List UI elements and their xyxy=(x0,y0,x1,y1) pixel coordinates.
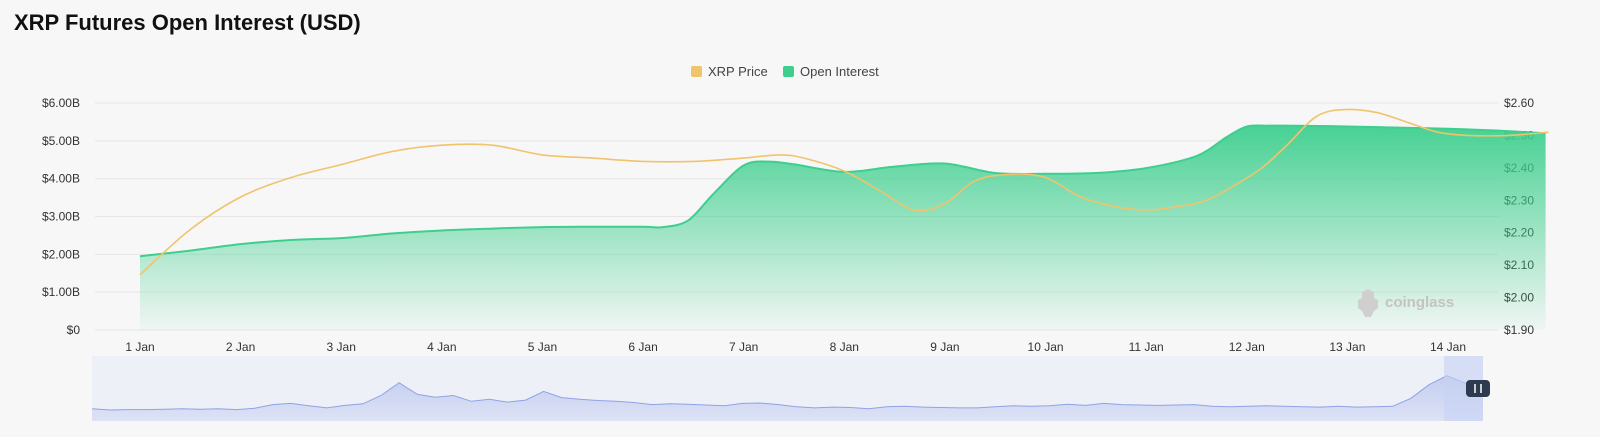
open-interest-line xyxy=(139,124,1546,258)
x-tick-label: 13 Jan xyxy=(1329,340,1365,354)
navigator-handle[interactable] xyxy=(1466,380,1490,397)
navigator-line xyxy=(91,375,1484,411)
x-tick-label: 1 Jan xyxy=(125,340,154,354)
legend-label-open-interest[interactable]: Open Interest xyxy=(800,64,879,79)
x-tick-label: 6 Jan xyxy=(628,340,657,354)
y-left-tick-label: $3.00B xyxy=(42,210,80,224)
y-left-tick-label: $1.00B xyxy=(42,285,80,299)
x-tick-label: 4 Jan xyxy=(427,340,456,354)
y-left-tick-label: $4.00B xyxy=(42,172,80,186)
x-tick-label: 7 Jan xyxy=(729,340,758,354)
watermark-text: coinglass xyxy=(1385,294,1454,311)
legend-label-price[interactable]: XRP Price xyxy=(708,64,768,79)
y-left-tick-label: $2.00B xyxy=(42,247,80,261)
x-tick-label: 9 Jan xyxy=(930,340,959,354)
x-tick-label: 3 Jan xyxy=(327,340,356,354)
open-interest-area xyxy=(140,125,1546,330)
chart-title: XRP Futures Open Interest (USD) xyxy=(14,10,361,35)
x-tick-label: 11 Jan xyxy=(1129,340,1164,354)
navigator-area xyxy=(92,375,1483,421)
y-left-tick-label: $6.00B xyxy=(42,96,80,110)
y-right-tick-label: $2.60 xyxy=(1504,96,1534,110)
y-left-tick-label: $0 xyxy=(67,323,81,337)
legend-swatch-price[interactable] xyxy=(691,66,702,77)
y-left-tick-label: $5.00B xyxy=(42,134,80,148)
x-tick-label: 8 Jan xyxy=(830,340,859,354)
x-tick-label: 2 Jan xyxy=(226,340,255,354)
xrp-price-line xyxy=(139,108,1549,276)
x-tick-label: 10 Jan xyxy=(1028,340,1064,354)
coinglass-logo-icon xyxy=(1358,289,1378,317)
x-tick-label: 12 Jan xyxy=(1229,340,1265,354)
legend-swatch-open-interest[interactable] xyxy=(783,66,794,77)
x-tick-label: 5 Jan xyxy=(528,340,557,354)
x-tick-label: 14 Jan xyxy=(1430,340,1466,354)
